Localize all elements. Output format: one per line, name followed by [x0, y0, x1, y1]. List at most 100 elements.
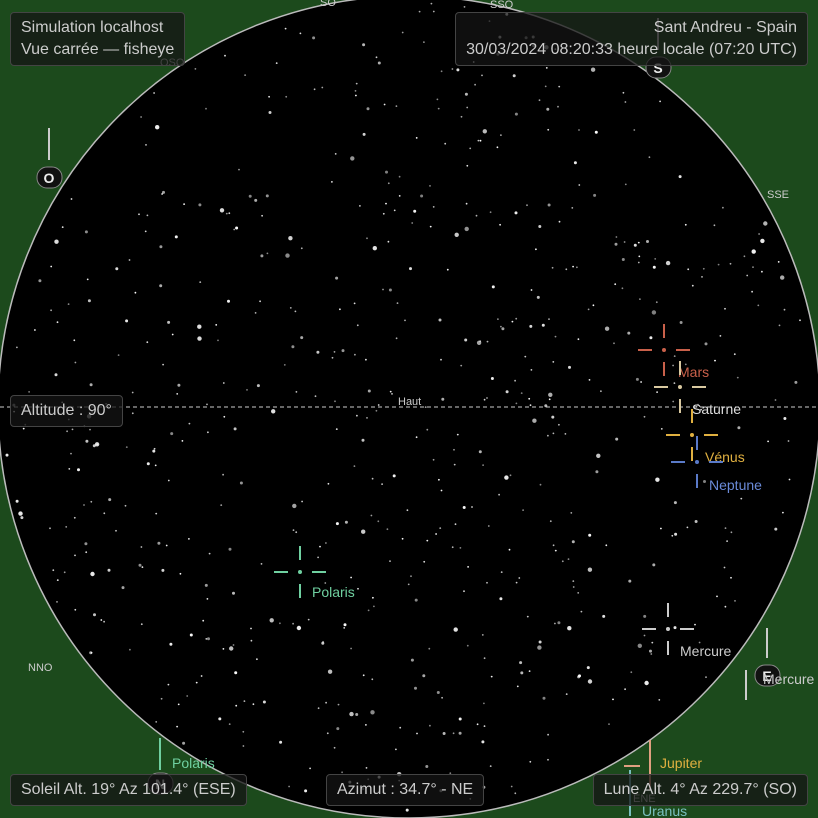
- star: [222, 473, 225, 476]
- star: [100, 619, 103, 621]
- star: [260, 254, 264, 258]
- star: [161, 568, 165, 572]
- star: [225, 212, 228, 215]
- star: [256, 658, 258, 661]
- star: [283, 364, 286, 366]
- star: [592, 304, 595, 307]
- star: [235, 704, 238, 707]
- star: [548, 392, 553, 397]
- star: [134, 291, 137, 294]
- star: [292, 622, 294, 625]
- star: [215, 324, 218, 326]
- star: [763, 221, 768, 226]
- star: [124, 504, 127, 507]
- star: [140, 623, 143, 626]
- star: [604, 326, 610, 331]
- star: [22, 427, 25, 430]
- star: [65, 526, 68, 528]
- horizon-label: Mercure: [763, 671, 815, 687]
- object-label[interactable]: Polaris: [312, 584, 355, 600]
- star: [405, 808, 409, 812]
- star: [233, 228, 236, 231]
- object-marker[interactable]: Mars: [637, 323, 709, 380]
- star: [426, 428, 429, 431]
- star: [321, 86, 324, 89]
- star: [63, 571, 66, 574]
- object-label[interactable]: Neptune: [709, 477, 762, 493]
- cardinal-label: O: [44, 170, 55, 186]
- star: [268, 111, 272, 114]
- star: [56, 321, 59, 324]
- star: [254, 312, 257, 314]
- star: [353, 465, 356, 467]
- star: [365, 767, 368, 769]
- object-marker[interactable]: Saturne: [653, 360, 741, 417]
- star: [726, 540, 728, 542]
- star: [436, 98, 439, 101]
- star: [228, 547, 232, 551]
- star: [491, 285, 495, 289]
- star: [331, 356, 334, 359]
- star: [703, 480, 706, 483]
- star: [588, 533, 592, 537]
- star: [177, 383, 181, 387]
- star: [377, 520, 380, 523]
- cardinal-o: O: [36, 128, 63, 189]
- star: [498, 493, 500, 496]
- star: [621, 287, 624, 290]
- object-label[interactable]: Mercure: [680, 643, 732, 659]
- star: [171, 333, 174, 336]
- star: [724, 307, 726, 310]
- object-label[interactable]: Saturne: [692, 401, 741, 417]
- star: [512, 74, 516, 78]
- star: [651, 641, 654, 644]
- star: [73, 516, 76, 519]
- star: [357, 587, 359, 590]
- star: [483, 725, 486, 727]
- star: [441, 696, 443, 699]
- star: [580, 610, 583, 613]
- star: [375, 409, 378, 412]
- star: [295, 531, 298, 534]
- star: [307, 618, 310, 621]
- star: [453, 627, 458, 632]
- star: [538, 99, 541, 102]
- altitude-panel: Altitude : 90°: [10, 395, 123, 427]
- star: [698, 641, 701, 644]
- star: [108, 498, 112, 502]
- star: [482, 129, 487, 134]
- star: [520, 392, 523, 394]
- object-marker[interactable]: Polaris: [273, 545, 355, 600]
- star: [74, 554, 76, 557]
- star: [167, 320, 171, 324]
- horizon-label: Jupiter: [660, 755, 702, 771]
- star: [571, 207, 574, 209]
- star: [441, 397, 445, 401]
- star: [353, 302, 356, 305]
- star: [377, 404, 380, 406]
- star: [442, 732, 446, 735]
- object-marker[interactable]: Mercure: [641, 602, 732, 659]
- star: [366, 107, 370, 111]
- star: [458, 731, 462, 735]
- object-marker[interactable]: Neptune: [670, 435, 762, 493]
- horizon-marker: Polaris: [159, 738, 215, 771]
- star: [509, 474, 512, 477]
- star: [686, 526, 689, 529]
- sun-panel: Soleil Alt. 19° Az 101.4° (ESE): [10, 774, 247, 806]
- panel-text: Vue carrée — fisheye: [21, 41, 175, 58]
- star: [717, 263, 720, 266]
- star: [121, 586, 125, 590]
- star: [547, 758, 549, 761]
- star: [621, 258, 625, 261]
- moon-panel: Lune Alt. 4° Az 229.7° (SO): [592, 774, 808, 806]
- star: [522, 509, 524, 511]
- star: [229, 646, 234, 651]
- star: [131, 412, 134, 415]
- star: [526, 615, 529, 618]
- object-label[interactable]: Mars: [678, 364, 709, 380]
- star: [615, 236, 618, 238]
- star: [87, 299, 91, 303]
